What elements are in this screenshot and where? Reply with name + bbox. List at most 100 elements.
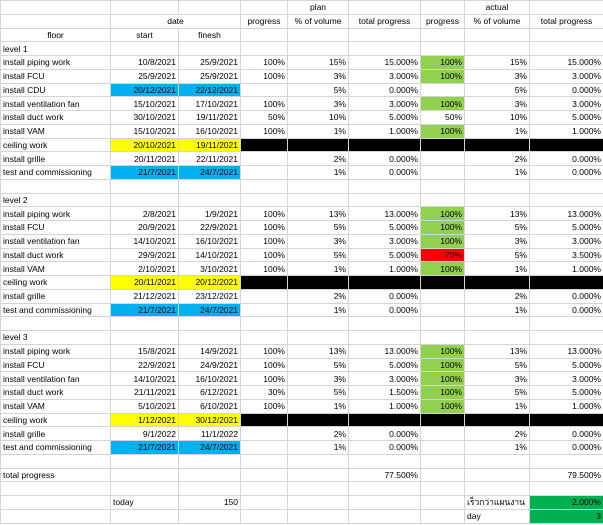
finish-date[interactable]: 24/7/2021: [178, 302, 241, 318]
finish-date[interactable]: 19/11/2021: [178, 137, 241, 153]
actual-progress[interactable]: 100%: [420, 206, 465, 221]
task-name[interactable]: install CDU: [0, 82, 111, 98]
plan-progress[interactable]: 50%: [240, 110, 288, 125]
blocked-cell[interactable]: [287, 412, 349, 428]
cell[interactable]: [287, 453, 349, 469]
cell[interactable]: [420, 453, 465, 469]
actual-volume[interactable]: 2%: [464, 151, 530, 166]
cell[interactable]: [240, 192, 288, 208]
cell[interactable]: [420, 481, 465, 496]
plan-progress[interactable]: [240, 151, 288, 166]
plan-progress[interactable]: 100%: [240, 247, 288, 263]
blocked-cell[interactable]: [240, 412, 288, 428]
cell[interactable]: [287, 178, 349, 194]
cell[interactable]: [178, 453, 241, 469]
task-name[interactable]: install ventilation fan: [0, 96, 111, 111]
actual-volume[interactable]: 2%: [464, 426, 530, 441]
blocked-cell[interactable]: [464, 412, 530, 428]
actual-progress[interactable]: 100%: [420, 398, 465, 414]
cell[interactable]: [0, 316, 111, 331]
start-date[interactable]: 30/10/2021: [110, 110, 179, 125]
cell[interactable]: [348, 178, 421, 194]
actual-progress[interactable]: 100%: [420, 96, 465, 111]
cell[interactable]: [240, 508, 288, 524]
plan-progress[interactable]: 100%: [240, 220, 288, 235]
cell[interactable]: [0, 178, 111, 194]
task-name[interactable]: install duct work: [0, 385, 111, 400]
cell[interactable]: [420, 508, 465, 524]
plan-volume[interactable]: 5%: [287, 385, 349, 400]
blocked-cell[interactable]: [464, 137, 530, 153]
plan-progress[interactable]: 30%: [240, 385, 288, 400]
level-label[interactable]: level 1: [0, 41, 111, 56]
actual-volume[interactable]: 1%: [464, 302, 530, 318]
plan-volume[interactable]: 1%: [287, 302, 349, 318]
task-name[interactable]: install VAM: [0, 261, 111, 276]
cell[interactable]: [420, 316, 465, 331]
task-name[interactable]: test and commissioning: [0, 440, 111, 455]
plan-total[interactable]: 0.000%: [348, 151, 421, 166]
plan-progress[interactable]: [240, 440, 288, 455]
cell[interactable]: [110, 316, 179, 331]
actual-volume[interactable]: 3%: [464, 68, 530, 84]
plan-total[interactable]: 15.000%: [348, 55, 421, 70]
plan-progress[interactable]: [240, 82, 288, 98]
actual-volume-header[interactable]: % of volume: [464, 13, 530, 29]
plan-total[interactable]: 3.000%: [348, 68, 421, 84]
today-value[interactable]: 150: [178, 495, 241, 510]
actual-progress[interactable]: [420, 426, 465, 441]
task-name[interactable]: ceiling work: [0, 275, 111, 290]
plan-volume[interactable]: 1%: [287, 261, 349, 276]
actual-total[interactable]: 5.000%: [529, 110, 603, 125]
cell[interactable]: [287, 495, 349, 510]
plan-volume[interactable]: 3%: [287, 371, 349, 386]
cell[interactable]: [287, 481, 349, 496]
finish-date[interactable]: 20/12/2021: [178, 275, 241, 290]
day-value[interactable]: 3: [529, 508, 603, 524]
total-label[interactable]: total progress: [0, 467, 111, 483]
cell[interactable]: [287, 41, 349, 56]
actual-total[interactable]: 1.000%: [529, 261, 603, 276]
plan-volume[interactable]: 3%: [287, 68, 349, 84]
cell[interactable]: [464, 481, 530, 496]
finish-date[interactable]: 14/10/2021: [178, 247, 241, 263]
cell[interactable]: [110, 467, 179, 483]
cell[interactable]: [178, 192, 241, 208]
actual-progress[interactable]: 100%: [420, 385, 465, 400]
plan-progress[interactable]: [240, 165, 288, 180]
plan-volume[interactable]: 15%: [287, 55, 349, 70]
cell[interactable]: [348, 481, 421, 496]
plan-progress[interactable]: 100%: [240, 371, 288, 386]
start-date[interactable]: 21/7/2021: [110, 165, 179, 180]
plan-total[interactable]: 1.000%: [348, 123, 421, 139]
cell[interactable]: [529, 0, 603, 15]
plan-header[interactable]: plan: [287, 0, 349, 15]
cell[interactable]: [240, 27, 288, 43]
cell[interactable]: [240, 330, 288, 345]
actual-progress[interactable]: 100%: [420, 357, 465, 373]
plan-total[interactable]: 5.000%: [348, 220, 421, 235]
actual-volume[interactable]: 5%: [464, 247, 530, 263]
finish-date[interactable]: 14/9/2021: [178, 343, 241, 359]
actual-progress[interactable]: 100%: [420, 233, 465, 249]
actual-volume[interactable]: 5%: [464, 385, 530, 400]
task-name[interactable]: install grille: [0, 426, 111, 441]
actual-total[interactable]: 15.000%: [529, 55, 603, 70]
task-name[interactable]: install piping work: [0, 343, 111, 359]
plan-progress[interactable]: 100%: [240, 55, 288, 70]
start-date[interactable]: 20/11/2021: [110, 275, 179, 290]
finish-date[interactable]: 22/11/2021: [178, 151, 241, 166]
cell[interactable]: [240, 481, 288, 496]
blocked-cell[interactable]: [287, 275, 349, 290]
actual-progress[interactable]: 100%: [420, 68, 465, 84]
finish-date[interactable]: 19/11/2021: [178, 110, 241, 125]
blocked-cell[interactable]: [529, 137, 603, 153]
actual-total[interactable]: 13.000%: [529, 343, 603, 359]
cell[interactable]: [464, 192, 530, 208]
plan-progress[interactable]: [240, 302, 288, 318]
actual-progress[interactable]: 100%: [420, 220, 465, 235]
cell[interactable]: [529, 192, 603, 208]
plan-total[interactable]: 0.000%: [348, 165, 421, 180]
start-date[interactable]: 21/11/2021: [110, 385, 179, 400]
actual-volume[interactable]: 5%: [464, 220, 530, 235]
